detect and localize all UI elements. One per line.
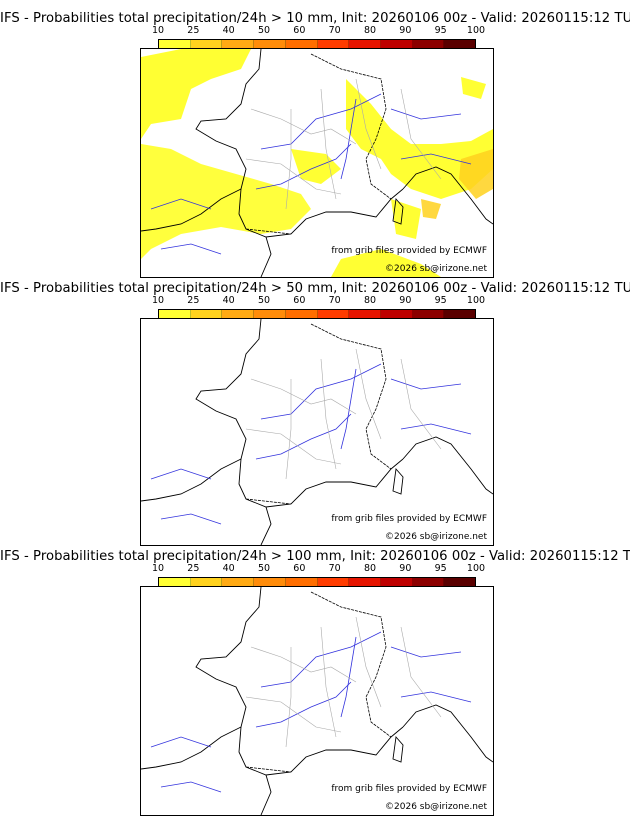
country-borders — [245, 323, 392, 505]
colorbar-tick-label: 100 — [466, 295, 486, 306]
colorbar-segment — [380, 40, 413, 48]
colorbar-tick-label: 95 — [434, 563, 447, 574]
colorbar-tick-label: 100 — [466, 563, 486, 574]
colorbar-tick-label: 95 — [434, 295, 447, 306]
colorbar-segment — [317, 578, 350, 586]
colorbar-tick-label: 25 — [187, 295, 200, 306]
colorbar-segment — [412, 40, 445, 48]
colorbar-tick-label: 60 — [293, 563, 306, 574]
colorbar-segment — [349, 40, 381, 48]
colorbar-segment — [190, 40, 223, 48]
precip-probability-area — [141, 49, 493, 277]
colorbar-tick-label: 60 — [293, 295, 306, 306]
france-map — [141, 319, 493, 545]
colorbar-tick-label: 90 — [399, 295, 412, 306]
colorbar-ticks: 10 25 40 50 60 70 80 90 95 100 — [152, 295, 485, 307]
colorbar-segment — [254, 310, 286, 318]
colorbar-tick-label: 40 — [222, 563, 235, 574]
map-50mm: from grib files provided by ECMWF ©2026 … — [140, 318, 494, 546]
map-100mm: from grib files provided by ECMWF ©2026 … — [140, 586, 494, 816]
colorbar-tick-label: 70 — [328, 25, 341, 36]
colorbar-tick-label: 100 — [466, 25, 486, 36]
colorbar-segment — [285, 310, 318, 318]
source-note: from grib files provided by ECMWF — [331, 246, 487, 256]
colorbar-segment — [159, 578, 191, 586]
colorbar-tick-label: 40 — [222, 295, 235, 306]
colorbar-tick-label: 10 — [151, 563, 165, 574]
coastline — [141, 49, 493, 277]
colorbar-tick-label: 70 — [328, 295, 341, 306]
colorbar-tick-label: 10 — [151, 25, 165, 36]
colorbar-segment — [317, 40, 350, 48]
region-boundaries — [245, 78, 442, 210]
colorbar-segment — [159, 40, 191, 48]
colorbar-segment — [285, 40, 318, 48]
colorbar-segment — [254, 40, 286, 48]
country-borders — [245, 591, 392, 773]
region-boundaries — [245, 616, 442, 748]
colorbar-tick-label: 40 — [222, 25, 235, 36]
map-10mm: from grib files provided by ECMWF ©2026 … — [140, 48, 494, 278]
colorbar-tick-label: 60 — [293, 25, 306, 36]
colorbar-segment — [349, 310, 381, 318]
colorbar-ticks: 10 25 40 50 60 70 80 90 95 100 — [152, 563, 485, 575]
france-map — [141, 49, 493, 277]
colorbar-segment — [349, 578, 381, 586]
colorbar-segment — [222, 40, 255, 48]
colorbar-segment — [380, 578, 413, 586]
colorbar-tick-label: 50 — [257, 295, 271, 306]
colorbar-tick-label: 50 — [257, 563, 271, 574]
panel-title: IFS - Probabilities total precipitation/… — [0, 549, 630, 564]
colorbar-segment — [444, 40, 476, 48]
coastline — [141, 587, 493, 815]
colorbar-segment — [190, 310, 223, 318]
panel-50mm: IFS - Probabilities total precipitation/… — [0, 270, 630, 548]
colorbar-tick-label: 80 — [363, 563, 377, 574]
colorbar-tick-label: 10 — [151, 295, 165, 306]
rivers — [150, 363, 472, 525]
colorbar-scale — [158, 309, 476, 319]
colorbar-segment — [412, 310, 445, 318]
copyright: ©2026 sb@irizone.net — [385, 532, 487, 542]
colorbar-tick-label: 25 — [187, 25, 200, 36]
rivers — [150, 631, 472, 793]
france-map — [141, 587, 493, 815]
colorbar-segment — [159, 310, 191, 318]
colorbar-segment — [285, 578, 318, 586]
coastline — [141, 319, 493, 545]
colorbar-tick-label: 90 — [399, 563, 412, 574]
colorbar-ticks: 10 25 40 50 60 70 80 90 95 100 — [152, 25, 485, 37]
colorbar-segment — [444, 578, 476, 586]
colorbar-segment — [412, 578, 445, 586]
colorbar: 10 25 40 50 60 70 80 90 95 100 — [152, 563, 485, 599]
copyright: ©2026 sb@irizone.net — [385, 802, 487, 812]
colorbar-tick-label: 25 — [187, 563, 200, 574]
colorbar-segment — [317, 310, 350, 318]
source-note: from grib files provided by ECMWF — [331, 784, 487, 794]
precip-probability-25 — [421, 149, 493, 219]
panel-10mm: IFS - Probabilities total precipitation/… — [0, 0, 630, 278]
colorbar-segment — [190, 578, 223, 586]
colorbar-tick-label: 70 — [328, 563, 341, 574]
colorbar-segment — [444, 310, 476, 318]
colorbar-segment — [380, 310, 413, 318]
colorbar-tick-label: 95 — [434, 25, 447, 36]
panel-title: IFS - Probabilities total precipitation/… — [0, 281, 630, 296]
colorbar-tick-label: 50 — [257, 25, 271, 36]
source-note: from grib files provided by ECMWF — [331, 514, 487, 524]
colorbar: 10 25 40 50 60 70 80 90 95 100 — [152, 295, 485, 331]
panel-title: IFS - Probabilities total precipitation/… — [0, 11, 630, 26]
colorbar-tick-label: 90 — [399, 25, 412, 36]
colorbar-segment — [254, 578, 286, 586]
colorbar-tick-label: 80 — [363, 25, 377, 36]
region-boundaries — [245, 348, 442, 480]
colorbar-segment — [222, 310, 255, 318]
copyright: ©2026 sb@irizone.net — [385, 264, 487, 274]
colorbar-segment — [222, 578, 255, 586]
country-borders — [245, 53, 392, 235]
panel-100mm: IFS - Probabilities total precipitation/… — [0, 538, 630, 828]
colorbar-tick-label: 80 — [363, 295, 377, 306]
